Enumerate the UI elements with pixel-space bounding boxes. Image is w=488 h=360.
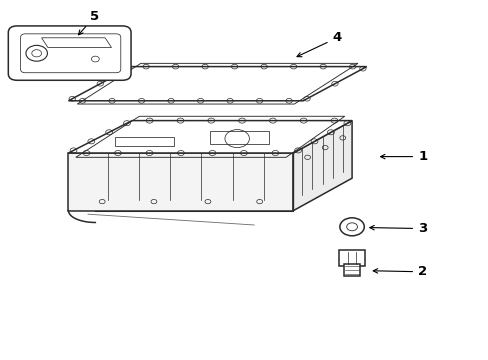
Polygon shape — [68, 67, 366, 101]
Polygon shape — [68, 153, 293, 211]
FancyBboxPatch shape — [8, 26, 131, 80]
Bar — [344, 264, 359, 276]
Text: 2: 2 — [372, 265, 427, 278]
Text: 3: 3 — [369, 222, 427, 235]
Polygon shape — [293, 121, 351, 211]
Text: 1: 1 — [380, 150, 427, 163]
Polygon shape — [68, 121, 351, 153]
Text: 5: 5 — [78, 10, 100, 35]
FancyBboxPatch shape — [338, 250, 365, 266]
Text: 4: 4 — [296, 31, 341, 57]
